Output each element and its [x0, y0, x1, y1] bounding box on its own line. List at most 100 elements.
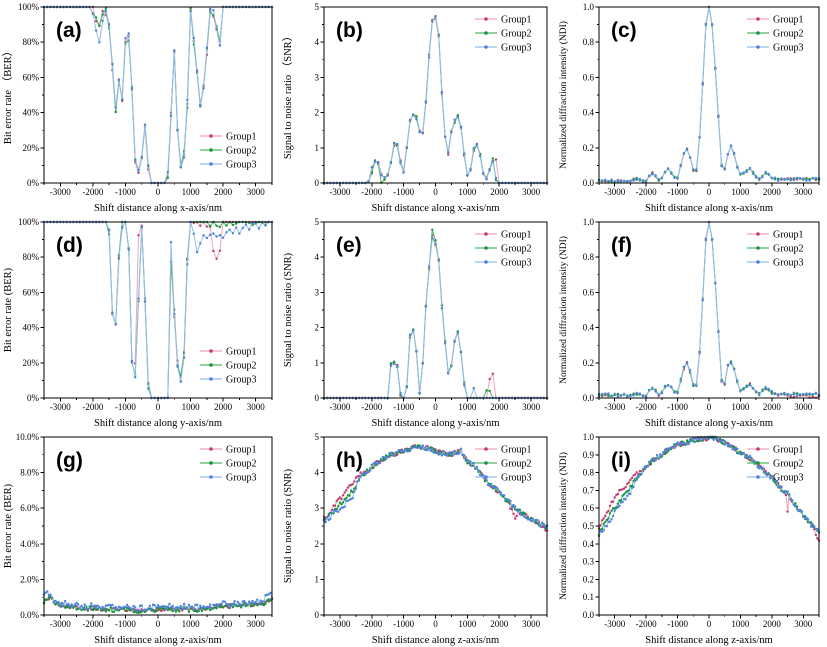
x-tick-label: 3000 — [794, 619, 813, 629]
data-point-marker — [114, 106, 117, 109]
y-axis-label: Bit error rate (BER) — [3, 267, 14, 352]
data-point-marker — [600, 527, 604, 531]
data-point-marker — [249, 605, 252, 608]
data-point-marker — [619, 180, 623, 183]
data-point-marker — [80, 604, 83, 608]
data-point-marker — [767, 473, 770, 476]
data-point-marker — [783, 178, 786, 181]
chart-background — [280, 0, 555, 215]
data-point-marker — [536, 518, 539, 522]
data-point-marker — [208, 603, 212, 606]
legend-label: Group1 — [226, 132, 257, 143]
legend-marker — [209, 363, 213, 367]
data-point-marker — [685, 148, 689, 151]
data-point-marker — [786, 490, 789, 493]
data-point-marker — [767, 172, 770, 176]
data-point-marker — [377, 161, 380, 164]
data-point-marker — [525, 516, 528, 519]
legend-label: Group1 — [773, 445, 804, 456]
data-point-marker — [421, 444, 424, 447]
series-markers-group3 — [597, 435, 821, 538]
y-tick-label: 3 — [315, 287, 320, 297]
legend-label: Group2 — [501, 244, 532, 255]
data-point-marker — [729, 362, 733, 365]
data-point-marker — [357, 477, 361, 481]
data-point-marker — [94, 29, 98, 32]
y-tick-label: 5 — [315, 217, 320, 227]
data-point-marker — [791, 499, 794, 502]
data-point-marker — [248, 600, 251, 603]
data-point-marker — [267, 593, 270, 596]
data-point-marker — [775, 480, 778, 483]
data-point-marker — [491, 160, 494, 163]
data-point-marker — [153, 604, 156, 607]
x-tick-label: 1000 — [182, 619, 201, 629]
data-point-marker — [795, 176, 799, 180]
data-point-marker — [632, 179, 635, 182]
y-tick-label: 8.0% — [20, 468, 39, 478]
data-point-marker — [195, 250, 199, 254]
data-point-marker — [220, 602, 223, 605]
data-point-marker — [616, 395, 620, 398]
data-point-marker — [531, 517, 534, 520]
data-point-marker — [434, 242, 437, 246]
chart-i: -3000 -2000 -1000 0 1000 2000 3000 0.0 0.1 0.2 0.3… — [555, 430, 827, 647]
data-point-marker — [673, 391, 676, 394]
data-point-marker — [116, 608, 119, 611]
data-point-marker — [679, 164, 682, 168]
data-point-marker — [670, 172, 673, 175]
data-point-marker — [745, 454, 748, 457]
data-point-marker — [696, 440, 700, 443]
x-tick-label: 2000 — [490, 619, 509, 629]
y-tick-label: 4.0% — [20, 539, 39, 549]
data-point-marker — [494, 158, 498, 161]
data-point-marker — [251, 599, 254, 603]
data-point-marker — [739, 390, 742, 393]
x-tick-label: -3000 — [50, 619, 71, 629]
data-point-marker — [814, 533, 818, 537]
data-point-marker — [729, 144, 733, 147]
data-point-marker — [107, 23, 111, 26]
data-point-marker — [338, 508, 342, 511]
data-point-marker — [605, 525, 609, 528]
data-point-marker — [218, 249, 222, 252]
data-point-marker — [723, 382, 726, 386]
data-point-marker — [176, 365, 179, 368]
data-point-marker — [235, 222, 238, 225]
data-point-marker — [764, 170, 767, 174]
data-point-marker — [389, 364, 393, 367]
data-point-marker — [478, 155, 482, 158]
data-point-marker — [629, 179, 632, 183]
data-point-marker — [745, 170, 748, 174]
data-point-marker — [426, 448, 429, 452]
data-point-marker — [626, 494, 629, 497]
data-point-marker — [169, 608, 173, 611]
data-point-marker — [415, 115, 418, 118]
x-axis-label: Shift distance along y-axis/nm — [94, 418, 222, 429]
legend-label: Group2 — [773, 459, 804, 470]
y-tick-label: 1 — [315, 574, 320, 584]
chart-a: -3000 -2000 -1000 0 1000 2000 3000 0% 20% 40% 60% 8… — [0, 0, 280, 215]
data-point-marker — [208, 7, 212, 11]
data-point-marker — [424, 305, 428, 308]
data-point-marker — [677, 444, 681, 447]
data-point-marker — [173, 49, 176, 52]
data-point-marker — [751, 387, 755, 390]
data-point-marker — [389, 451, 393, 454]
x-tick-label: 2000 — [763, 187, 782, 197]
panel-i-ndi-z: -3000 -2000 -1000 0 1000 2000 3000 0.0 0.1 0.2 0.3… — [555, 430, 827, 647]
panel-letter: (e) — [336, 234, 362, 257]
data-point-marker — [125, 603, 129, 607]
data-point-marker — [651, 386, 654, 390]
data-point-marker — [654, 174, 657, 177]
x-tick-label: -2000 — [82, 402, 103, 412]
data-point-marker — [205, 236, 209, 240]
x-tick-label: -3000 — [329, 402, 350, 412]
data-point-marker — [81, 606, 85, 610]
data-point-marker — [491, 157, 494, 160]
data-point-marker — [169, 240, 173, 244]
y-axis-label: Bit error rate (BER) — [3, 483, 14, 568]
data-point-marker — [692, 168, 695, 171]
data-point-marker — [447, 372, 450, 375]
data-point-marker — [698, 136, 701, 139]
